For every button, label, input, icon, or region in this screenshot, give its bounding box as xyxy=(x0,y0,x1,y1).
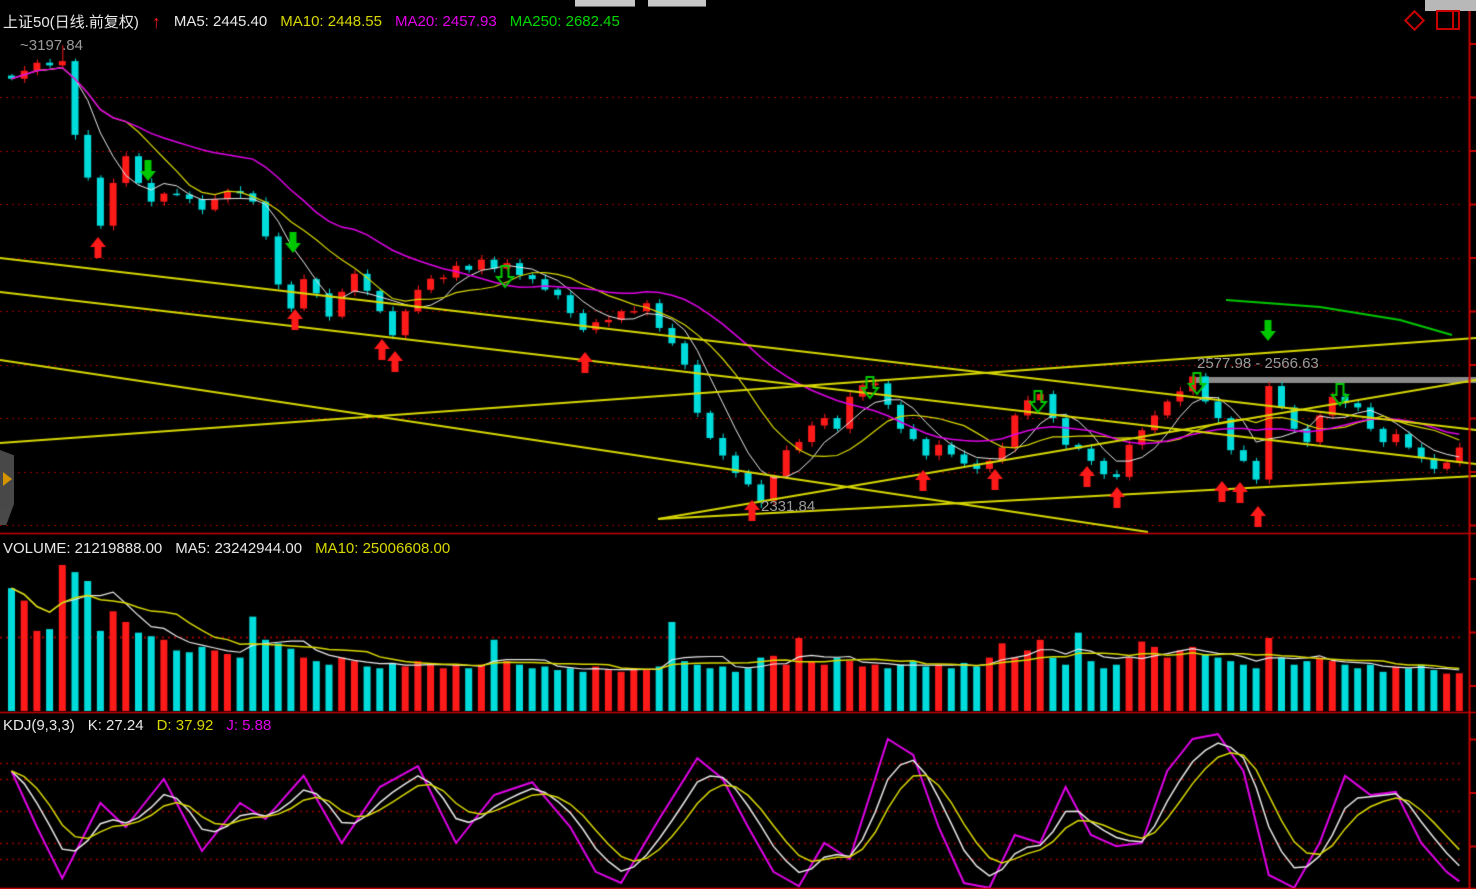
ma10-value: MA10: 2448.55 xyxy=(280,13,382,30)
kdj-j-value: J: 5.88 xyxy=(226,717,272,734)
kdj-name: KDJ(9,3,3) xyxy=(3,717,75,734)
kdj-pane[interactable] xyxy=(0,713,1476,889)
ma5-value: MA5: 2445.40 xyxy=(173,13,268,30)
expand-arrow-icon xyxy=(3,472,12,486)
top-right-corner-strip xyxy=(1425,0,1476,11)
kdj-header: KDJ(9,3,3) K: 27.24 D: 37.92 J: 5.88 xyxy=(3,717,271,734)
top-toolbar-strip xyxy=(648,0,706,7)
volume-value: VOLUME: 21219888.00 xyxy=(3,540,163,557)
ma20-value: MA20: 2457.93 xyxy=(395,13,497,30)
volume-header: VOLUME: 21219888.00 MA5: 23242944.00 MA1… xyxy=(3,540,450,557)
split-window-icon[interactable] xyxy=(1436,10,1460,30)
kdj-k-value: K: 27.24 xyxy=(87,717,144,734)
volume-ma10-value: MA10: 25006608.00 xyxy=(315,540,451,557)
volume-pane[interactable] xyxy=(0,534,1476,712)
side-panel-expander[interactable] xyxy=(0,450,14,525)
symbol-title: 上证50(日线.前复权) xyxy=(3,14,139,31)
ma250-value: MA250: 2682.45 xyxy=(509,13,620,30)
high-price-label: ~3197.84 xyxy=(20,37,83,54)
top-toolbar-strip xyxy=(575,0,635,7)
main-chart-header: 上证50(日线.前复权) ↑ MA5: 2445.40 MA10: 2448.5… xyxy=(3,11,620,32)
gap-zone-label: 2577.98 - 2566.63 xyxy=(1197,355,1319,372)
main-chart-pane[interactable] xyxy=(0,0,1476,533)
kdj-d-value: D: 37.92 xyxy=(156,717,214,734)
volume-ma5-value: MA5: 23242944.00 xyxy=(175,540,303,557)
up-arrow-icon: ↑ xyxy=(151,11,161,32)
split-window-icon-divider xyxy=(1452,12,1454,28)
low-price-label: 2331.84 xyxy=(761,498,816,515)
